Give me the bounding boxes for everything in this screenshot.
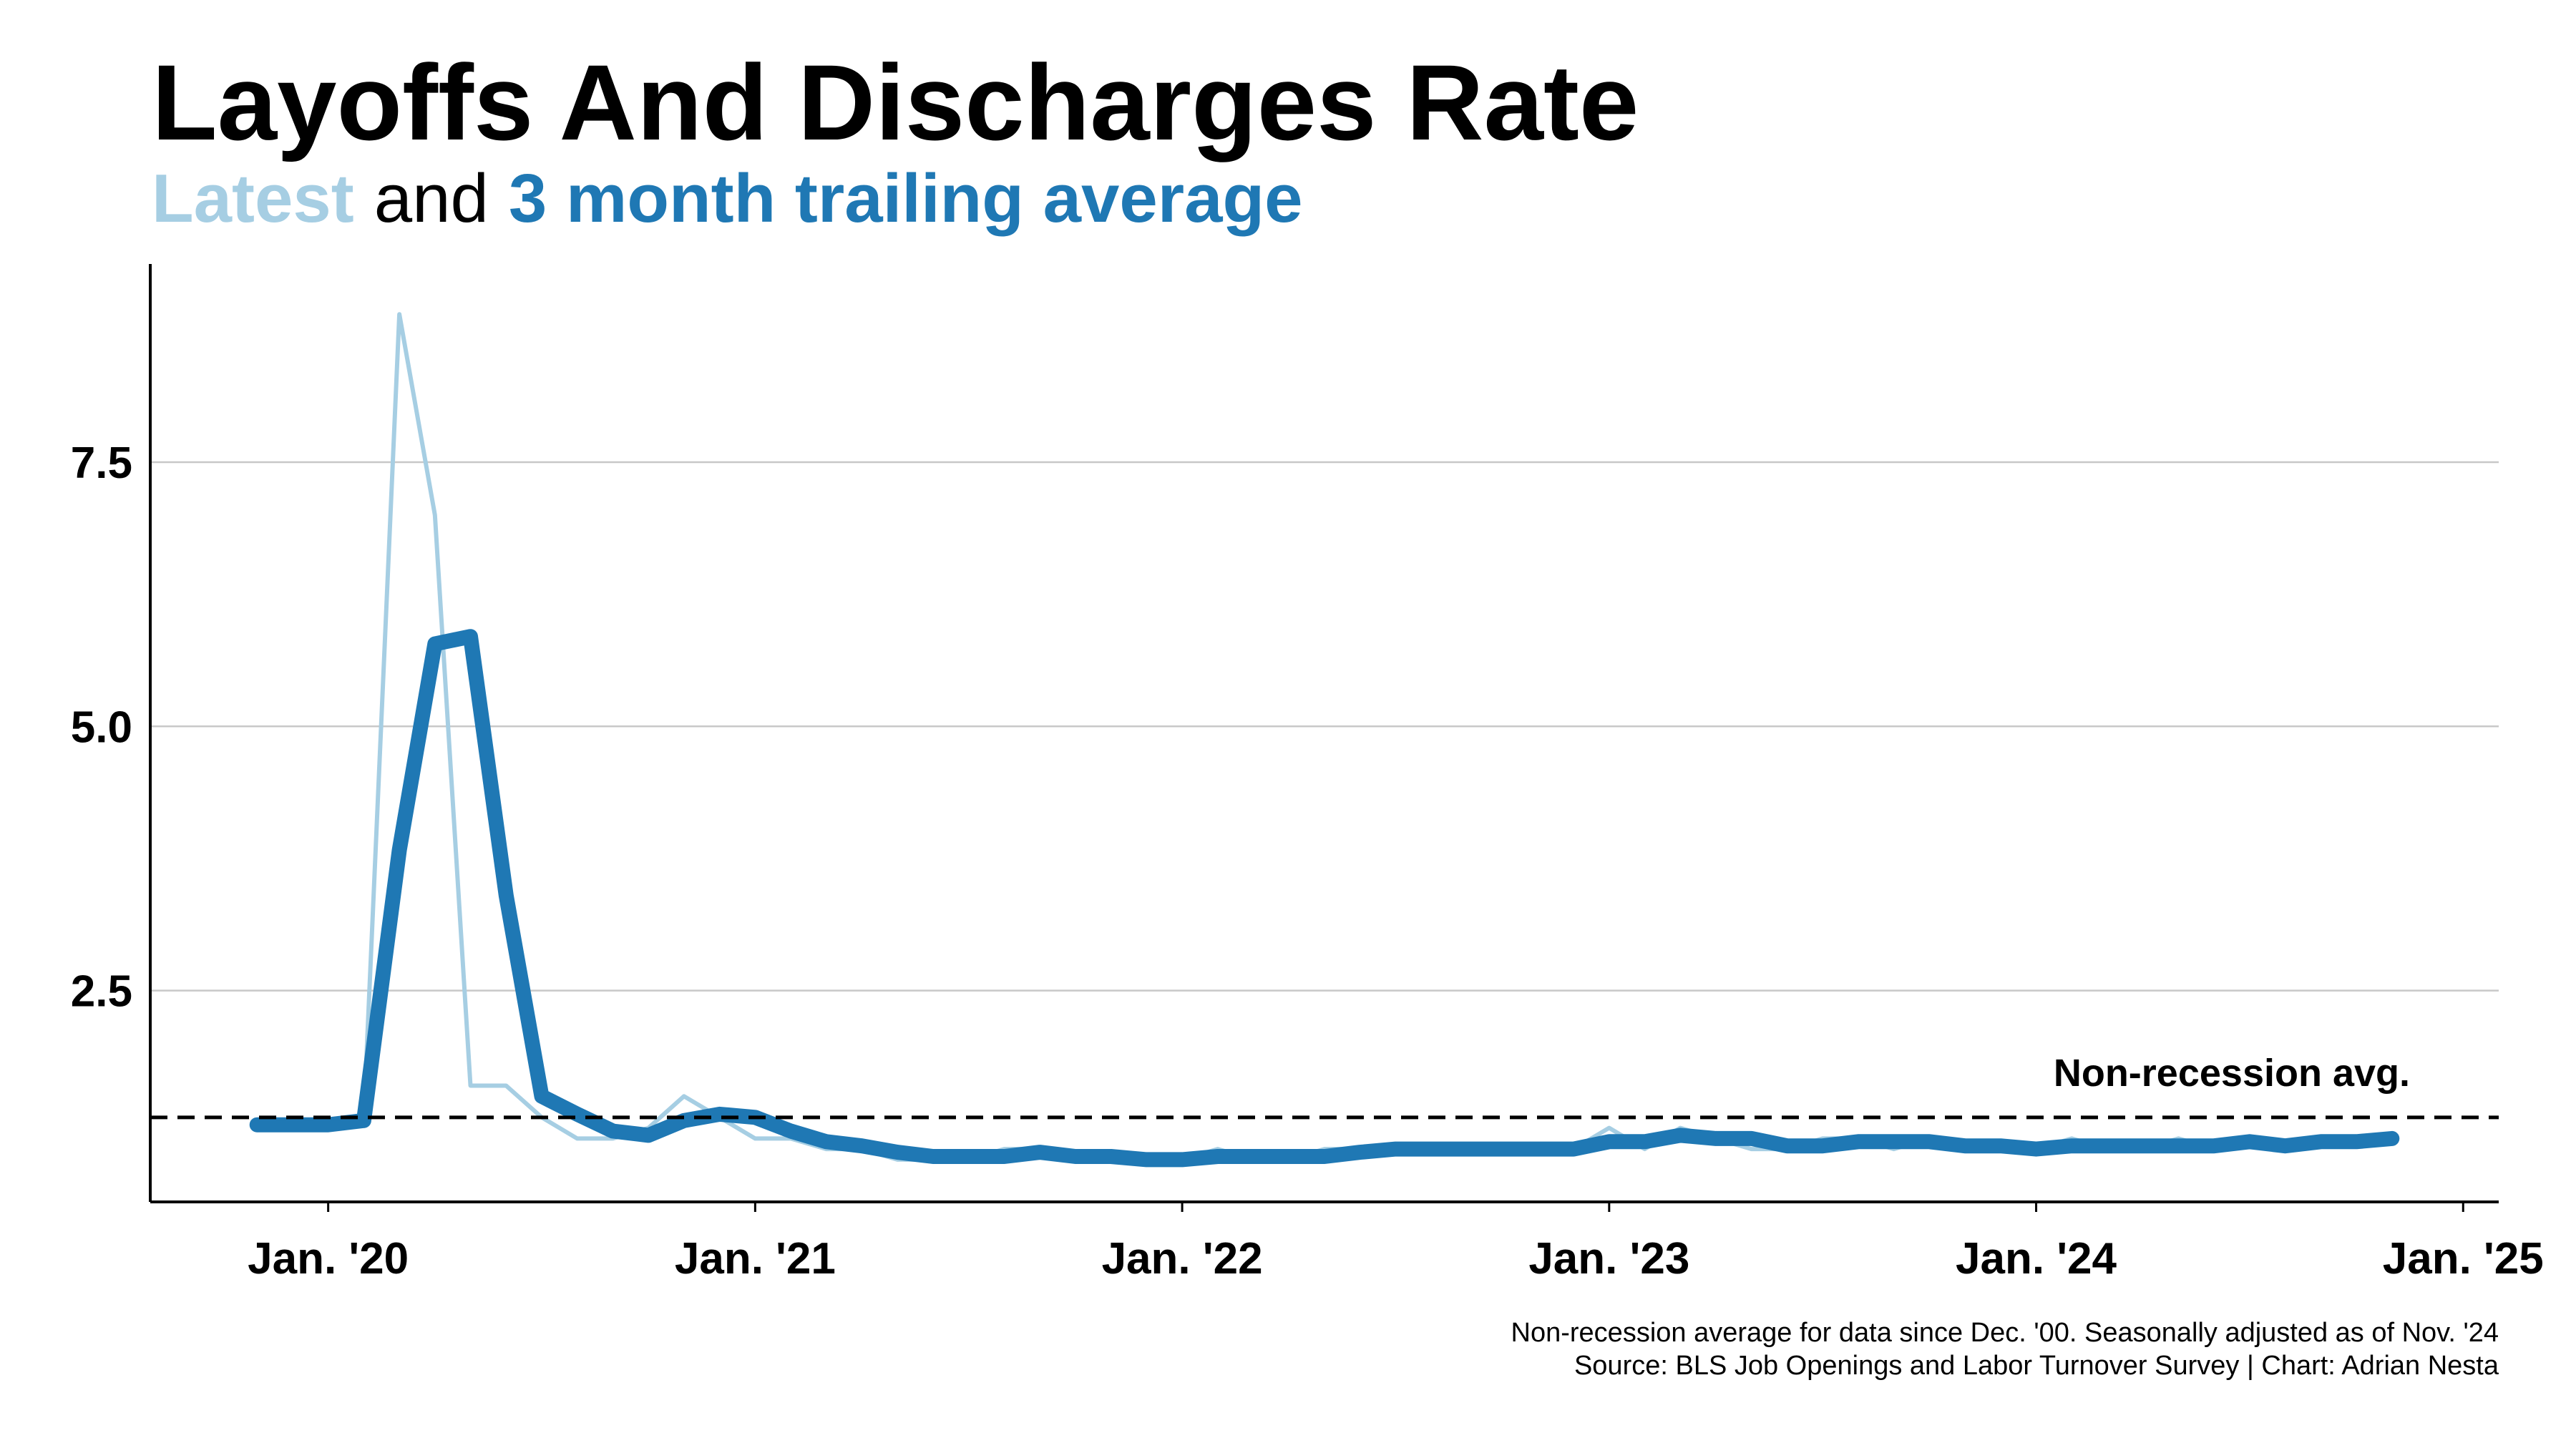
x-tick-label: Jan. '22 — [1102, 1234, 1263, 1283]
x-tick-label: Jan. '23 — [1528, 1234, 1689, 1283]
y-tick-label: 7.5 — [71, 439, 132, 488]
chart-title: Layoffs And Discharges Rate — [152, 42, 1639, 162]
footnote: Source: BLS Job Openings and Labor Turno… — [1574, 1351, 2499, 1381]
x-tick-label: Jan. '24 — [1956, 1234, 2117, 1283]
chart-subtitle: Latest and 3 month trailing average — [152, 160, 1303, 237]
reference-label: Non-recession avg. — [2054, 1052, 2410, 1095]
y-tick-label: 2.5 — [71, 967, 132, 1017]
x-tick-label: Jan. '20 — [248, 1234, 409, 1283]
y-tick-label: 5.0 — [71, 703, 132, 752]
subtitle-join: and — [374, 160, 489, 237]
legend-entry: Latest — [152, 160, 354, 237]
legend-entry: 3 month trailing average — [509, 160, 1303, 237]
series-line — [249, 629, 2400, 1168]
x-tick-label: Jan. '25 — [2383, 1234, 2544, 1283]
x-tick-label: Jan. '21 — [675, 1234, 836, 1283]
footnote: Non-recession average for data since Dec… — [1511, 1318, 2499, 1348]
